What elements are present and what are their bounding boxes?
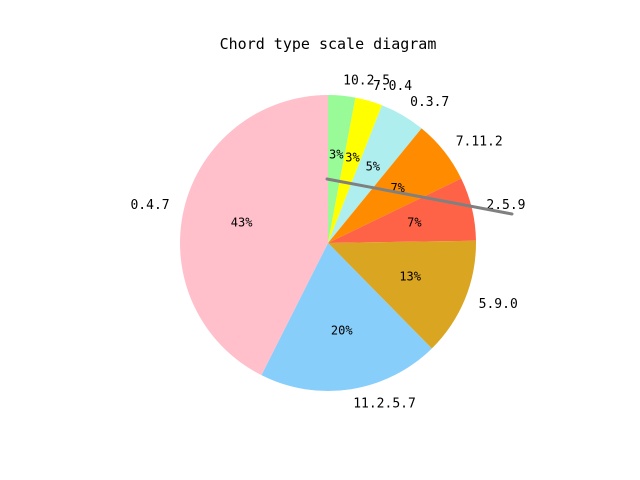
slice-percent-label: 5% [366, 159, 381, 173]
slice-category-label: 0.4.7 [130, 198, 169, 213]
pie-slice [261, 243, 432, 391]
pie-slice [328, 128, 462, 243]
pie-slices [179, 95, 476, 391]
chart-title: Chord type scale diagram [220, 35, 437, 53]
slice-percent-label: 3% [345, 151, 360, 165]
slice-category-label: 7.0.4 [373, 79, 412, 94]
annotation-line [325, 177, 514, 216]
slice-category-label: 10.2.5 [343, 73, 390, 88]
category-labels: 10.2.57.0.40.3.7 7.11.2 2.5.9 5.9.0 11.2.5.7… [130, 73, 525, 411]
percent-labels: 3% 3%5%7%7%13%20%43% [231, 148, 423, 338]
slice-percent-label: 7% [407, 215, 422, 229]
slice-category-label: 2.5.9 [486, 198, 525, 213]
slice-percent-label: 3% [329, 148, 344, 162]
slice-percent-label: 43% [231, 215, 253, 229]
pie-slice [328, 95, 356, 243]
pie-slice [328, 240, 476, 349]
pie-slice [179, 95, 328, 376]
slice-category-label: 11.2.5.7 [353, 396, 416, 411]
slice-category-label: 0.3.7 [410, 95, 449, 110]
slice-category-label: 5.9.0 [479, 297, 518, 312]
pie-slice [328, 178, 476, 243]
slice-percent-label: 13% [399, 270, 421, 284]
slice-percent-label: 20% [331, 324, 353, 338]
slice-category-label: 7.11.2 [456, 135, 503, 150]
pie-slice [328, 97, 382, 244]
pie-slice [328, 105, 422, 244]
